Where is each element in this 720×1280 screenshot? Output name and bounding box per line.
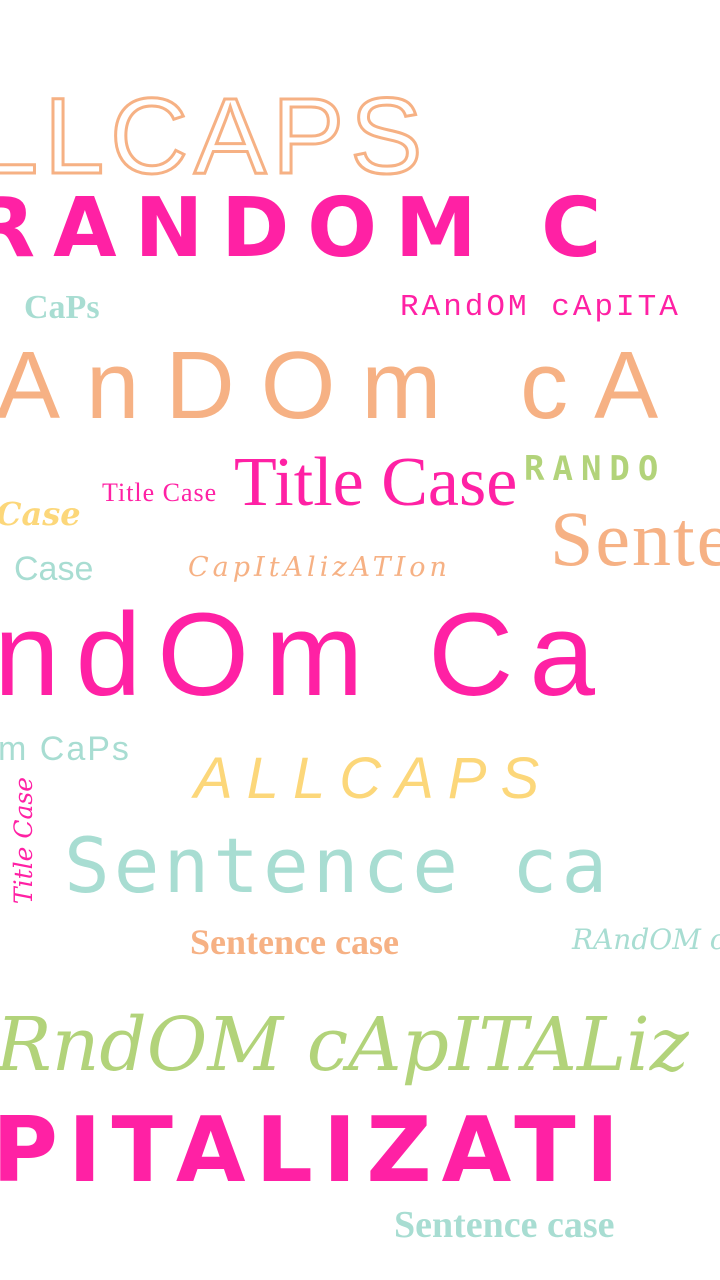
word-title-case-large: Title Case <box>234 444 518 521</box>
word-random-capitaliz-green: RndOM cApITALiz <box>0 1002 689 1088</box>
word-sentence-case-mint: Sentence case <box>394 1204 615 1246</box>
word-title-case-vertical: Title Case <box>9 776 39 905</box>
word-sentence-case-peach: Sentence case <box>190 922 399 962</box>
word-random-capita: RAndOM cApITA <box>400 290 681 325</box>
word-ndom-ca: ndOm Ca <box>0 589 611 721</box>
word-random-cap-mint: RAndOM cAp <box>572 923 720 956</box>
word-senten: Senten <box>550 495 720 582</box>
word-title-case-small: Title Case <box>102 478 218 507</box>
word-caps-small: CaPs <box>24 289 100 326</box>
word-m-caps: m CaPs <box>0 730 131 768</box>
word-case-mint: Case <box>14 550 94 588</box>
word-allcaps-outline: LLCAPS <box>0 75 429 196</box>
word-pitalizati: PITALIZATI <box>0 1098 630 1203</box>
word-rando: RANDO <box>524 449 667 489</box>
word-allcaps-italic: ALLCAPS <box>194 746 554 811</box>
word-sentence-ca: Sentence ca <box>64 821 612 910</box>
word-random-grunge: RANDOM C <box>0 181 620 276</box>
word-case-yellow: Case <box>0 495 81 533</box>
word-andom-ca: AnDOm cA <box>0 332 685 439</box>
word-capitalization-script: CapItAlizATIon <box>188 552 451 583</box>
